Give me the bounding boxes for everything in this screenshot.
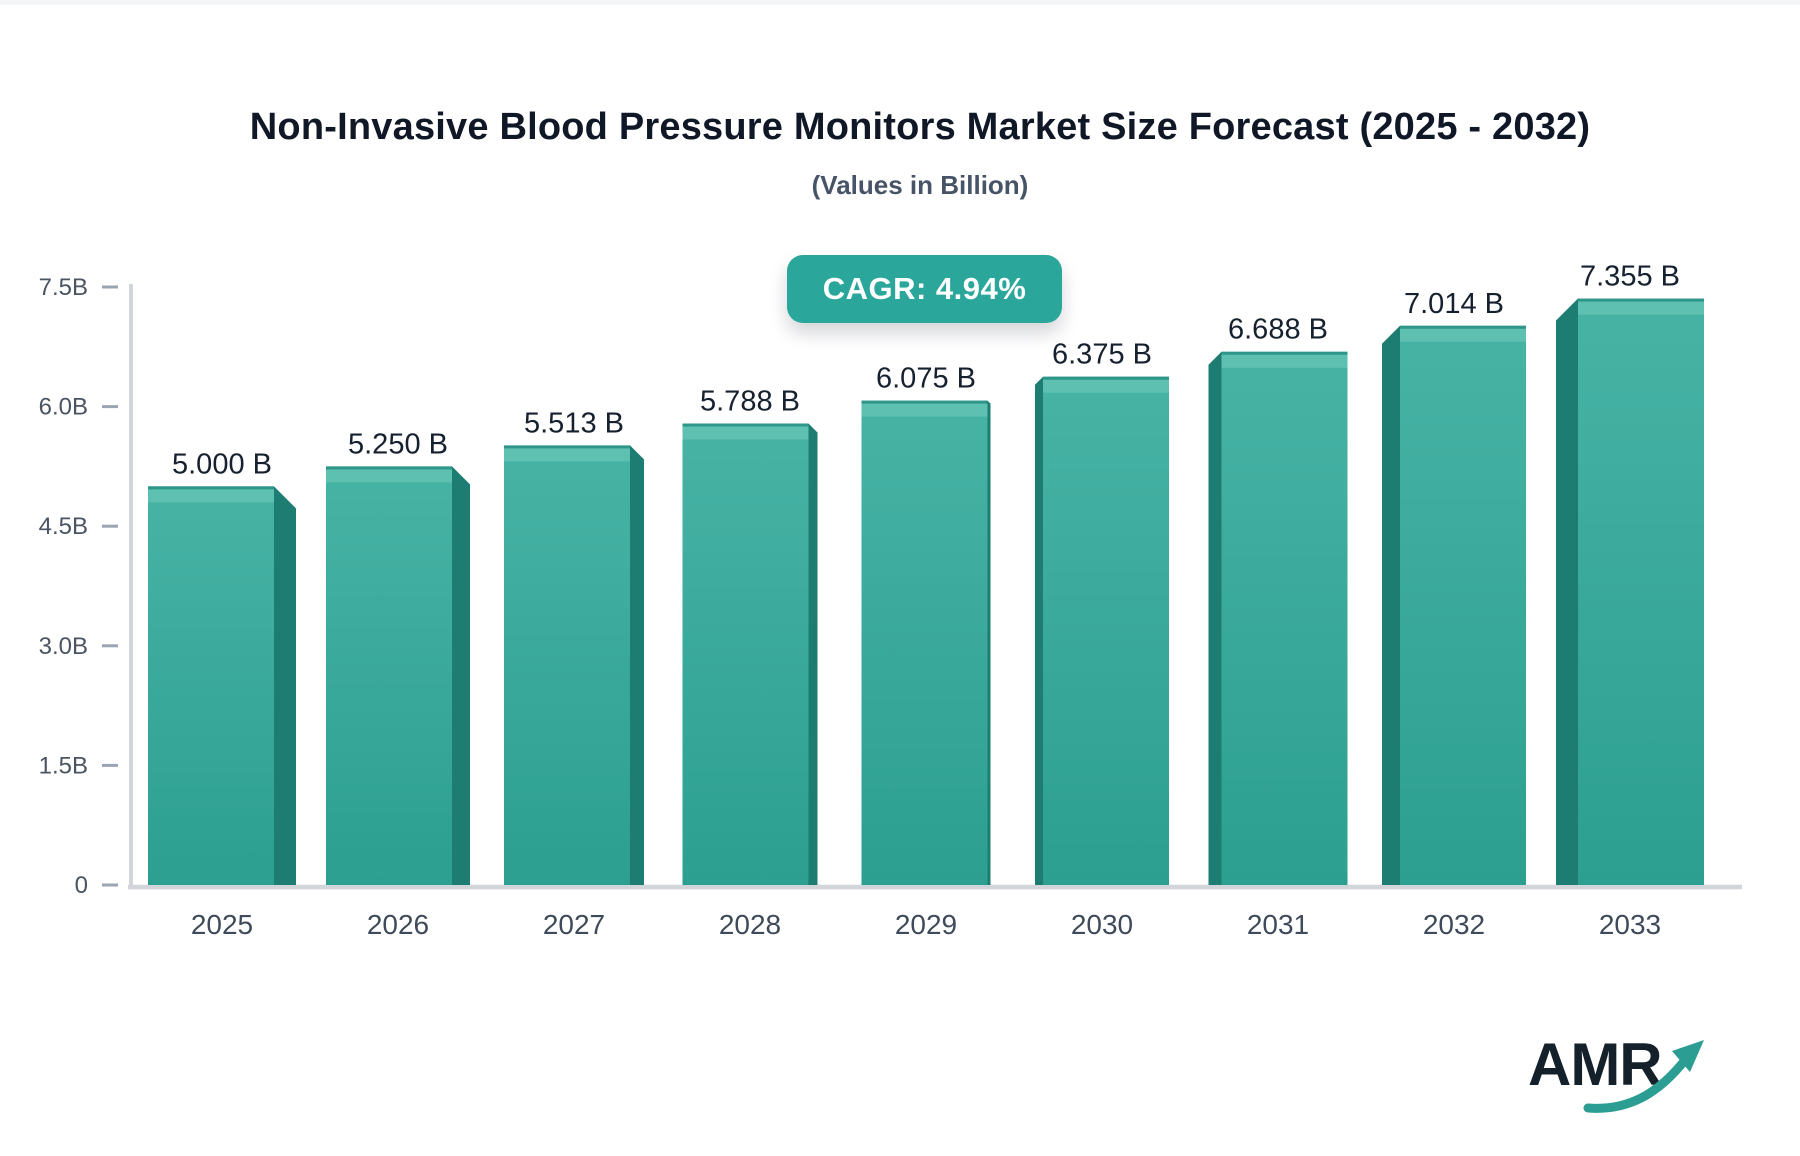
bar-side-face [630, 445, 644, 885]
bar-front-face [326, 466, 452, 885]
x-category-label: 2033 [1599, 909, 1661, 940]
logo-growth-arrow-icon [1583, 1040, 1704, 1113]
bar-group-2028: 5.788 B 2028 [682, 386, 818, 940]
bar-side-face [987, 400, 991, 885]
bar-side-face [1035, 376, 1043, 885]
bar-value-label: 5.513 B [524, 407, 624, 439]
x-category-label: 2028 [719, 909, 781, 940]
bar-top-highlight [504, 448, 630, 462]
bar-top-edge [1221, 351, 1348, 355]
y-tick-label: 6.0B [39, 394, 88, 421]
amr-logo: AMR [1500, 1028, 1730, 1123]
cagr-badge-label: CAGR: 4.94% [822, 271, 1027, 306]
chart-subtitle: (Values in Billion) [811, 170, 1029, 200]
x-category-label: 2027 [543, 909, 605, 940]
bar-top-edge [1578, 298, 1704, 302]
bar-side-face [808, 423, 818, 885]
bar-front-face [504, 445, 630, 885]
chart-title: Non-Invasive Blood Pressure Monitors Mar… [249, 106, 1591, 148]
bar-top-highlight [1400, 328, 1526, 342]
bar-value-label: 5.000 B [172, 448, 272, 480]
bar-top-edge [1043, 376, 1169, 380]
bar-group-2033: 7.355 B 2033 [1556, 261, 1704, 940]
bar-top-highlight [1578, 301, 1704, 315]
bar-group-2030: 6.375 B 2030 [1035, 339, 1169, 940]
bar-value-label: 7.014 B [1404, 288, 1504, 320]
bar-front-face [1578, 298, 1704, 885]
y-tick-label: 3.0B [39, 633, 88, 660]
bar-top-edge [326, 466, 452, 470]
top-strip [0, 0, 1800, 5]
bar-top-highlight [1221, 354, 1348, 368]
bar-top-highlight [148, 489, 274, 503]
bar-front-face [1400, 325, 1526, 886]
y-tick-label: 1.5B [39, 752, 88, 779]
bar-value-label: 6.375 B [1052, 339, 1152, 371]
bar-group-2025: 5.000 B 2025 [148, 448, 296, 940]
bar-group-2032: 7.014 B 2032 [1382, 288, 1526, 940]
bar-top-highlight [1043, 379, 1169, 393]
bar-top-highlight [682, 426, 809, 440]
x-category-label: 2032 [1423, 909, 1485, 940]
bar-side-face [1208, 351, 1222, 885]
cagr-badge: CAGR: 4.94% [787, 255, 1062, 323]
bar-value-label: 6.075 B [876, 363, 976, 395]
x-category-label: 2031 [1247, 909, 1309, 940]
amr-logo-text: AMR [1528, 1031, 1663, 1098]
bar-value-label: 5.788 B [700, 386, 800, 418]
bar-group-2026: 5.250 B 2026 [326, 428, 470, 940]
bar-top-edge [682, 423, 809, 427]
bar-top-edge [861, 400, 988, 404]
x-category-label: 2030 [1071, 909, 1133, 940]
bar-front-face [682, 423, 809, 885]
bar-top-highlight [326, 469, 452, 483]
bar-side-face [274, 486, 296, 885]
bar-top-edge [504, 445, 630, 449]
bar-side-face [452, 466, 470, 885]
bar-front-face [1221, 351, 1348, 885]
bar-side-face [1382, 325, 1400, 886]
bar-value-label: 7.355 B [1580, 261, 1680, 293]
x-category-label: 2025 [191, 909, 253, 940]
bar-front-face [148, 486, 274, 885]
bar-value-label: 5.250 B [348, 428, 448, 460]
bar-group-2027: 5.513 B 2027 [504, 407, 644, 940]
bar-group-2029: 6.075 B 2029 [861, 363, 991, 940]
y-tick-label: 7.5B [39, 274, 88, 301]
bar-side-face [1556, 298, 1578, 885]
bar-top-edge [148, 486, 274, 490]
y-tick-label: 4.5B [39, 513, 88, 540]
bar-top-highlight [861, 403, 988, 417]
bar-value-label: 6.688 B [1228, 314, 1328, 346]
x-category-label: 2026 [367, 909, 429, 940]
bar-group-2031: 6.688 B 2031 [1208, 314, 1348, 940]
x-category-label: 2029 [895, 909, 957, 940]
bar-front-face [861, 400, 988, 885]
bar-top-edge [1400, 325, 1526, 329]
bar-front-face [1043, 376, 1169, 885]
y-tick-label: 0 [75, 872, 88, 899]
